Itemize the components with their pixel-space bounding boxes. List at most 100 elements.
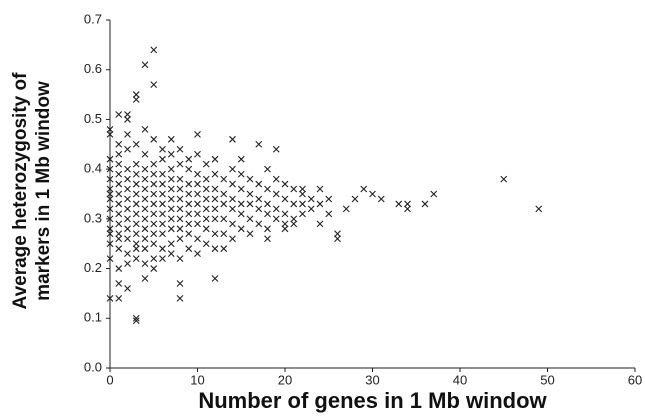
point xyxy=(194,150,201,158)
point xyxy=(307,195,315,203)
point xyxy=(124,225,131,233)
point xyxy=(246,215,254,223)
point xyxy=(281,225,289,233)
point xyxy=(237,155,245,163)
point xyxy=(159,170,166,178)
point xyxy=(167,195,175,203)
point xyxy=(176,215,184,223)
point xyxy=(194,180,201,188)
point xyxy=(176,235,184,243)
point xyxy=(202,175,210,183)
point xyxy=(132,140,140,148)
point xyxy=(132,96,140,103)
point xyxy=(351,195,359,203)
point xyxy=(132,170,140,178)
point xyxy=(229,135,236,143)
point xyxy=(150,200,158,208)
point xyxy=(150,81,158,89)
point xyxy=(124,130,131,138)
point xyxy=(342,205,350,213)
point xyxy=(264,225,271,233)
point xyxy=(106,155,114,163)
point xyxy=(106,175,114,183)
point xyxy=(132,200,140,208)
y-tick-label: 0.0 xyxy=(84,359,102,374)
point xyxy=(220,245,228,253)
point xyxy=(167,175,175,183)
point xyxy=(106,255,114,263)
point xyxy=(316,200,324,208)
point xyxy=(167,150,175,158)
point xyxy=(150,170,158,178)
point xyxy=(237,185,245,193)
point xyxy=(316,185,324,193)
point xyxy=(369,190,376,198)
x-tick-label: 60 xyxy=(628,372,642,387)
point xyxy=(150,210,158,218)
point xyxy=(106,215,114,223)
point xyxy=(150,180,158,188)
point xyxy=(229,195,236,203)
point xyxy=(360,185,368,193)
point xyxy=(115,160,123,168)
point xyxy=(124,185,131,193)
point xyxy=(159,245,166,253)
point xyxy=(141,61,149,69)
point xyxy=(124,205,131,213)
y-tick-label: 0.3 xyxy=(84,210,102,225)
point xyxy=(316,220,324,228)
point xyxy=(220,230,228,238)
point xyxy=(220,175,228,183)
point xyxy=(229,180,236,188)
point xyxy=(334,230,341,238)
point xyxy=(211,205,219,213)
point xyxy=(159,255,166,263)
point xyxy=(106,185,114,193)
point xyxy=(106,195,114,203)
point xyxy=(124,235,131,243)
point xyxy=(106,165,114,173)
point xyxy=(535,205,543,213)
point xyxy=(202,195,210,203)
point xyxy=(229,165,236,173)
point xyxy=(281,210,289,218)
point xyxy=(404,200,411,208)
point xyxy=(115,180,123,188)
point xyxy=(202,160,210,168)
point xyxy=(106,225,114,233)
point xyxy=(167,205,175,213)
point xyxy=(264,235,271,243)
point xyxy=(141,165,149,173)
point xyxy=(299,210,306,218)
point xyxy=(211,195,219,203)
point xyxy=(185,165,193,173)
point xyxy=(106,125,114,133)
point xyxy=(106,240,114,248)
point xyxy=(194,220,201,228)
point xyxy=(159,180,166,188)
point xyxy=(176,185,184,193)
point xyxy=(141,275,149,282)
point xyxy=(124,250,131,258)
y-tick-label: 0.5 xyxy=(84,111,102,126)
point xyxy=(115,200,123,208)
point xyxy=(159,230,166,238)
x-tick-label: 50 xyxy=(540,372,554,387)
point xyxy=(334,235,341,243)
point xyxy=(150,190,158,198)
point xyxy=(141,235,149,243)
point xyxy=(185,190,193,198)
point xyxy=(185,245,193,253)
point xyxy=(211,215,219,223)
point xyxy=(229,220,236,228)
point xyxy=(115,190,123,198)
point xyxy=(211,245,219,253)
point xyxy=(150,255,158,263)
point xyxy=(272,215,280,223)
x-tick-label: 0 xyxy=(106,372,113,387)
point xyxy=(246,230,254,238)
point xyxy=(106,130,114,138)
point xyxy=(132,240,140,248)
point xyxy=(430,190,438,198)
point xyxy=(124,116,131,123)
